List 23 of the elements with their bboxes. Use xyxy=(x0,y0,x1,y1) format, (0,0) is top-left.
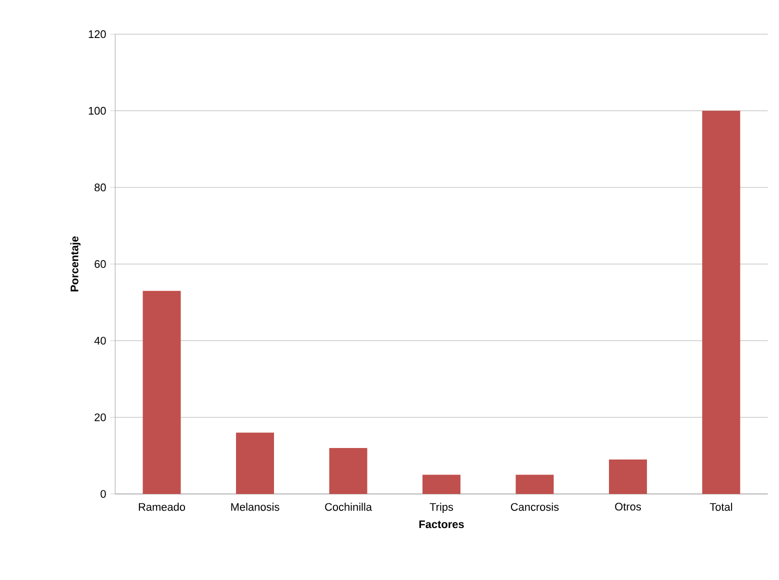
x-tick-label: Melanosis xyxy=(231,502,280,511)
x-axis-title: Factores xyxy=(419,520,464,528)
y-tick-label: 40 xyxy=(94,336,106,345)
bar xyxy=(516,474,554,494)
x-tick-label: Total xyxy=(710,502,732,511)
bar xyxy=(329,448,368,494)
bar xyxy=(702,110,740,494)
y-tick-label: 80 xyxy=(94,184,106,192)
y-tick-label: 0 xyxy=(100,490,106,498)
y-axis-title: Porcentaje xyxy=(70,236,81,292)
y-tick-label: 120 xyxy=(88,30,106,38)
x-tick-label: Rameado xyxy=(138,502,186,511)
x-tick-label: Cancrosis xyxy=(510,502,559,511)
bar xyxy=(236,432,274,494)
x-tick-label: Trips xyxy=(430,502,454,513)
y-tick-label: 60 xyxy=(94,260,106,268)
bar xyxy=(142,290,181,494)
x-tick-label: Cochinilla xyxy=(325,502,372,511)
y-tick-label: 100 xyxy=(88,106,106,115)
bar xyxy=(422,474,460,494)
y-tick-label: 20 xyxy=(94,413,106,422)
bar xyxy=(608,459,647,494)
x-tick-label: Otros xyxy=(615,502,641,510)
